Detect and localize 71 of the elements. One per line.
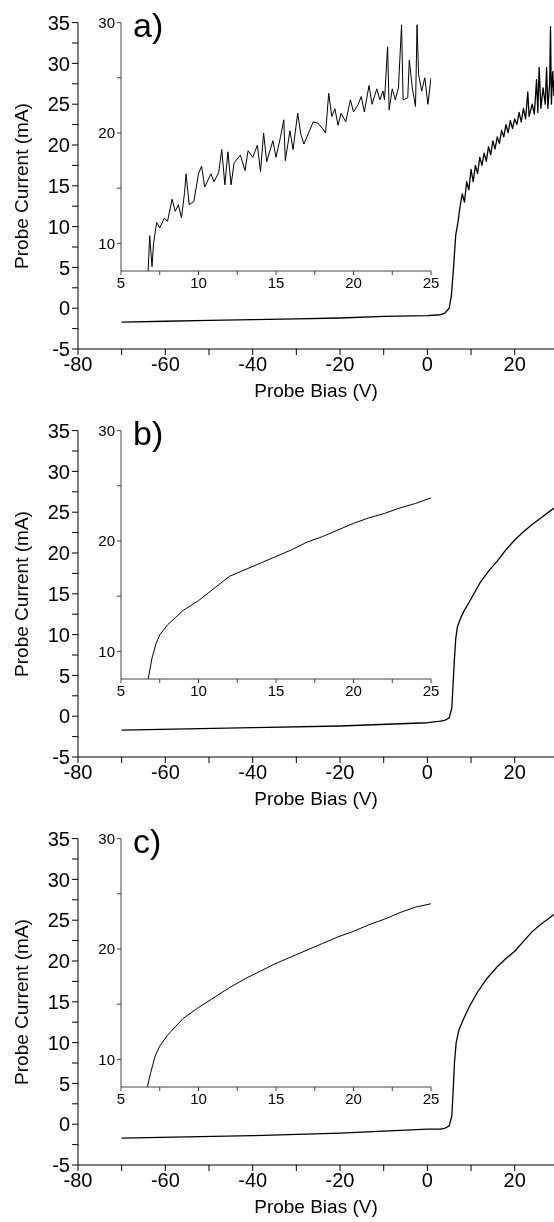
x-tick-label: 0 [421,761,433,784]
y-tick-label: 30 [98,13,115,31]
x-tick-label: -40 [238,761,268,784]
x-tick-label: -60 [150,353,180,376]
x-tick-label: 15 [267,681,285,699]
y-tick-label: 20 [98,940,115,958]
y-tick-label: 30 [98,829,115,847]
y-tick-label: 10 [98,1050,115,1068]
chart-title: c) [133,822,162,860]
y-tick-label: 10 [47,623,70,646]
y-tick-label: 30 [47,868,70,891]
y-tick-label: 0 [58,297,70,320]
y-axis-title: Probe Current (mA) [11,918,33,1087]
x-tick-label: -60 [150,761,180,784]
y-tick-label: 20 [98,124,115,142]
x-tick-label: -40 [238,353,268,376]
x-tick-label: 15 [267,1089,285,1107]
x-axis-title: Probe Bias (V) [253,788,379,810]
y-tick-label: 30 [98,421,115,439]
y-tick-label: 20 [98,532,115,550]
y-tick-label: 15 [47,990,70,1013]
x-tick-label: 0 [421,1169,433,1192]
x-tick-label: 25 [422,681,440,699]
chart-title: b) [133,414,164,452]
x-tick-label: 10 [190,273,207,291]
x-tick-label: 15 [267,273,285,291]
line-series [147,497,431,679]
x-tick-label: 25 [422,1089,440,1107]
x-axis-title: Probe Bias (V) [253,1196,379,1218]
x-tick-label: 5 [116,1089,126,1107]
x-tick-label: 20 [503,353,526,376]
y-tick-label: 25 [47,93,70,116]
y-tick-label: 15 [47,582,70,605]
x-tick-label: 20 [345,681,362,699]
y-tick-label: 20 [47,134,70,157]
x-tick-label: 25 [422,273,440,291]
y-tick-label: 10 [98,642,115,660]
x-tick-label: 10 [190,681,207,699]
y-tick-label: 10 [47,215,70,238]
y-tick-label: 20 [47,950,70,973]
y-tick-label: 35 [47,419,70,442]
y-tick-label: 10 [98,234,115,252]
line-series [146,903,431,1087]
y-tick-label: 0 [58,705,70,728]
x-tick-label: 5 [116,273,126,291]
y-tick-label: 25 [47,501,70,524]
y-tick-label: 15 [47,174,70,197]
x-tick-label: 20 [503,761,526,784]
y-tick-label: 30 [47,460,70,483]
x-tick-label: 0 [421,353,433,376]
y-tick-label: 0 [58,1113,70,1136]
y-axis-title: Probe Current (mA) [11,102,33,271]
y-tick-label: 25 [47,909,70,932]
x-axis-title: Probe Bias (V) [253,380,379,402]
x-tick-label: -40 [238,1169,268,1192]
y-tick-label: 35 [47,827,70,850]
x-tick-label: -20 [325,761,355,784]
x-tick-label: 20 [345,273,362,291]
x-tick-label: -60 [150,1169,180,1192]
y-tick-label: 20 [47,542,70,565]
x-tick-label: 20 [503,1169,526,1192]
x-tick-label: 20 [345,1089,362,1107]
y-tick-label: 10 [47,1031,70,1054]
x-tick-label: -20 [325,353,355,376]
x-tick-label: 5 [116,681,126,699]
y-axis-title: Probe Current (mA) [11,510,33,679]
chart-title: a) [133,6,164,44]
x-tick-label: 10 [190,1089,207,1107]
y-tick-label: 35 [47,11,70,34]
x-tick-label: -20 [325,1169,355,1192]
y-tick-label: 30 [47,52,70,75]
